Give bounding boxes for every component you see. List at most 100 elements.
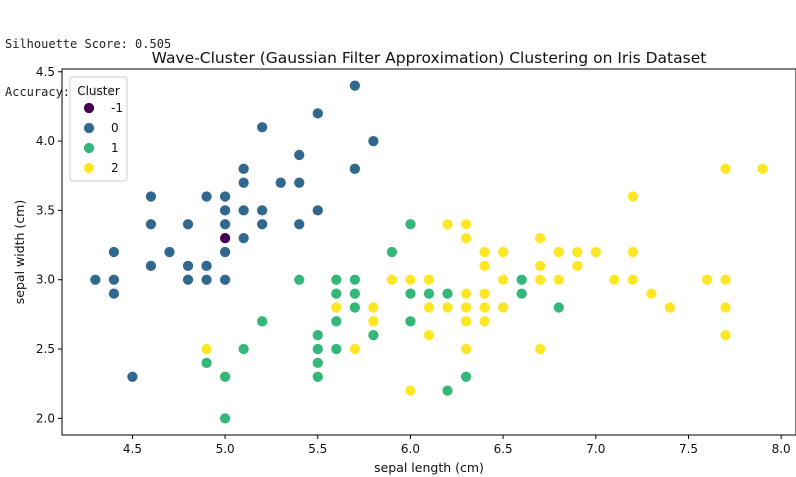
scatter-point-cluster-0 [219, 190, 232, 203]
scatter-point-cluster-0 [237, 204, 250, 217]
scatter-point-cluster-0 [219, 218, 232, 231]
y-tick-label: 2.0 [36, 411, 55, 425]
scatter-point-cluster-2 [404, 273, 417, 286]
scatter-point-cluster-1 [219, 370, 232, 383]
scatter-point-cluster-0 [200, 273, 213, 286]
x-tick-label: 7.0 [586, 442, 605, 456]
console-output: Silhouette Score: 0.505 Accuracy: 0.993 [5, 4, 171, 116]
scatter-point-cluster-0 [144, 259, 158, 272]
scatter-point-cluster-1 [293, 273, 306, 286]
legend-marker-2 [82, 161, 96, 175]
legend-label-2: 2 [111, 161, 119, 175]
scatter-point-cluster-2 [756, 162, 769, 175]
scatter-point-cluster-2 [589, 245, 602, 259]
scatter-point-cluster-2 [719, 329, 732, 342]
scatter-point-cluster-2 [700, 273, 714, 286]
scatter-point-cluster-2 [422, 329, 436, 342]
scatter-point-cluster-1 [311, 356, 324, 369]
scatter-point-cluster-1 [460, 370, 473, 383]
scatter-point-cluster-1 [385, 245, 398, 259]
scatter-point-cluster-0 [256, 121, 269, 134]
scatter-point-cluster-1 [422, 287, 436, 300]
scatter-point-cluster-0 [181, 218, 195, 231]
scatter-point-cluster-2 [404, 384, 417, 397]
y-tick-label: 3.0 [36, 273, 55, 287]
scatter-point-cluster-0 [219, 273, 232, 286]
legend-marker--1 [82, 101, 96, 115]
scatter-point-cluster-0 [311, 107, 324, 120]
scatter-point-cluster-1 [348, 301, 361, 314]
scatter-point-cluster-2 [330, 301, 343, 314]
scatter-point-cluster-1 [311, 329, 324, 342]
x-tick-label: 6.0 [401, 442, 420, 456]
scatter-point-cluster-2 [385, 273, 398, 286]
scatter-point-cluster-2 [626, 190, 639, 203]
scatter-point-cluster-2 [422, 301, 436, 314]
scatter-point-cluster-2 [534, 232, 547, 245]
scatter-point-cluster-0 [200, 259, 213, 272]
x-axis: 4.5 5.0 5.5 6.0 6.5 7.0 7.5 8.0 [123, 435, 791, 456]
scatter-point-cluster-2 [478, 259, 491, 272]
scatter-point-cluster-0 [274, 176, 287, 189]
scatter-point-cluster-2 [571, 259, 584, 272]
scatter-point-cluster-1 [330, 342, 343, 356]
scatter-point-cluster-2 [478, 315, 491, 328]
scatter-point-cluster-2 [460, 342, 473, 356]
scatter-point-cluster-2 [200, 342, 213, 356]
silhouette-score-text: Silhouette Score: 0.505 [5, 37, 172, 51]
scatter-point-cluster-2 [367, 301, 380, 314]
legend-label--1: -1 [111, 101, 123, 115]
scatter-point-cluster--1 [219, 232, 232, 245]
scatter-point-cluster-0 [237, 162, 250, 175]
scatter-point-cluster-2 [719, 301, 732, 314]
scatter-point-cluster-1 [515, 287, 528, 300]
y-tick-label: 4.5 [36, 65, 55, 79]
scatter-point-cluster-1 [552, 301, 565, 314]
scatter-point-cluster-0 [293, 218, 306, 231]
scatter-point-cluster-2 [534, 342, 547, 356]
scatter-point-cluster-2 [719, 162, 732, 175]
y-tick-label: 3.5 [36, 203, 55, 217]
scatter-point-cluster-0 [367, 135, 380, 148]
x-axis-label: sepal length (cm) [374, 460, 484, 475]
legend-box [69, 76, 128, 182]
scatter-point-cluster-2 [441, 218, 454, 231]
scatter-point-cluster-1 [404, 287, 417, 300]
scatter-point-cluster-0 [181, 259, 195, 272]
scatter-point-cluster-0 [311, 204, 324, 217]
scatter-point-cluster-0 [348, 79, 361, 92]
scatter-point-cluster-2 [497, 273, 510, 286]
scatter-point-cluster-2 [460, 232, 473, 245]
x-tick-label: 5.5 [308, 442, 327, 456]
scatter-point-cluster-2 [719, 273, 732, 286]
scatter-point-cluster-2 [478, 245, 491, 259]
data-points [89, 79, 769, 425]
scatter-point-cluster-2 [571, 245, 584, 259]
scatter-point-cluster-0 [237, 176, 250, 189]
legend: Cluster -1 0 1 2 [69, 76, 128, 182]
scatter-point-cluster-2 [422, 273, 436, 286]
scatter-point-cluster-1 [330, 315, 343, 328]
legend-marker-1 [82, 141, 96, 155]
scatter-point-cluster-1 [367, 329, 380, 342]
scatter-point-cluster-0 [89, 273, 102, 286]
x-tick-label: 4.5 [123, 442, 142, 456]
scatter-point-cluster-2 [460, 315, 473, 328]
scatter-point-cluster-0 [348, 162, 361, 175]
scatter-point-cluster-2 [497, 245, 510, 259]
scatter-point-cluster-0 [107, 245, 120, 259]
x-tick-label: 6.5 [494, 442, 513, 456]
y-tick-label: 2.5 [36, 342, 55, 356]
scatter-point-cluster-2 [460, 301, 473, 314]
scatter-point-cluster-2 [478, 301, 491, 314]
scatter-point-cluster-2 [626, 245, 639, 259]
scatter-point-cluster-0 [107, 287, 120, 300]
scatter-point-cluster-0 [144, 218, 158, 231]
scatter-point-cluster-2 [441, 301, 454, 314]
scatter-point-cluster-1 [219, 412, 232, 425]
scatter-point-cluster-1 [441, 384, 454, 397]
scatter-point-cluster-2 [478, 287, 491, 300]
scatter-point-cluster-1 [404, 315, 417, 328]
scatter-point-cluster-2 [645, 287, 658, 300]
